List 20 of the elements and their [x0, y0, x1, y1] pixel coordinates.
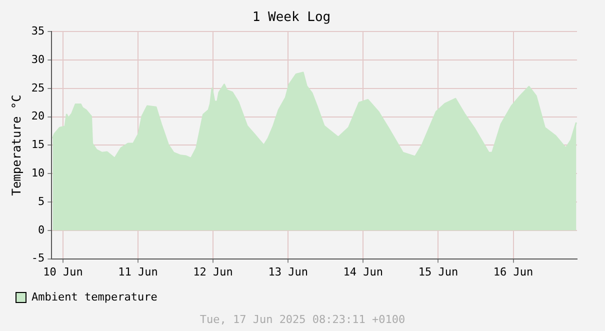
x-tick-label: 10 Jun — [43, 265, 83, 278]
y-tick-label: 15 — [31, 138, 45, 152]
x-tick-label: 13 Jun — [268, 265, 308, 278]
y-tick-label: 0 — [38, 223, 45, 236]
x-tick-label: 11 Jun — [118, 265, 158, 278]
x-tick-label: 14 Jun — [343, 265, 384, 278]
y-tick-label: 20 — [31, 110, 45, 123]
y-tick-label: 35 — [31, 24, 45, 38]
y-tick-label: 10 — [31, 166, 45, 180]
y-tick-label: 25 — [31, 81, 45, 94]
y-tick-label: 5 — [38, 194, 45, 208]
legend-label: Ambient temperature — [32, 290, 158, 304]
x-tick-label: 12 Jun — [193, 265, 233, 278]
chart-title: 1 Week Log — [252, 10, 331, 26]
x-tick-label: 15 Jun — [418, 265, 458, 278]
y-axis-title: Temperature °C — [9, 94, 24, 196]
y-tick-label: -5 — [31, 252, 45, 265]
y-tick-label: 30 — [31, 52, 45, 66]
x-tick-label: 16 Jun — [493, 265, 534, 278]
text: Tue, 17 Jun 2025 08:23:11 +0100 — [200, 313, 406, 326]
